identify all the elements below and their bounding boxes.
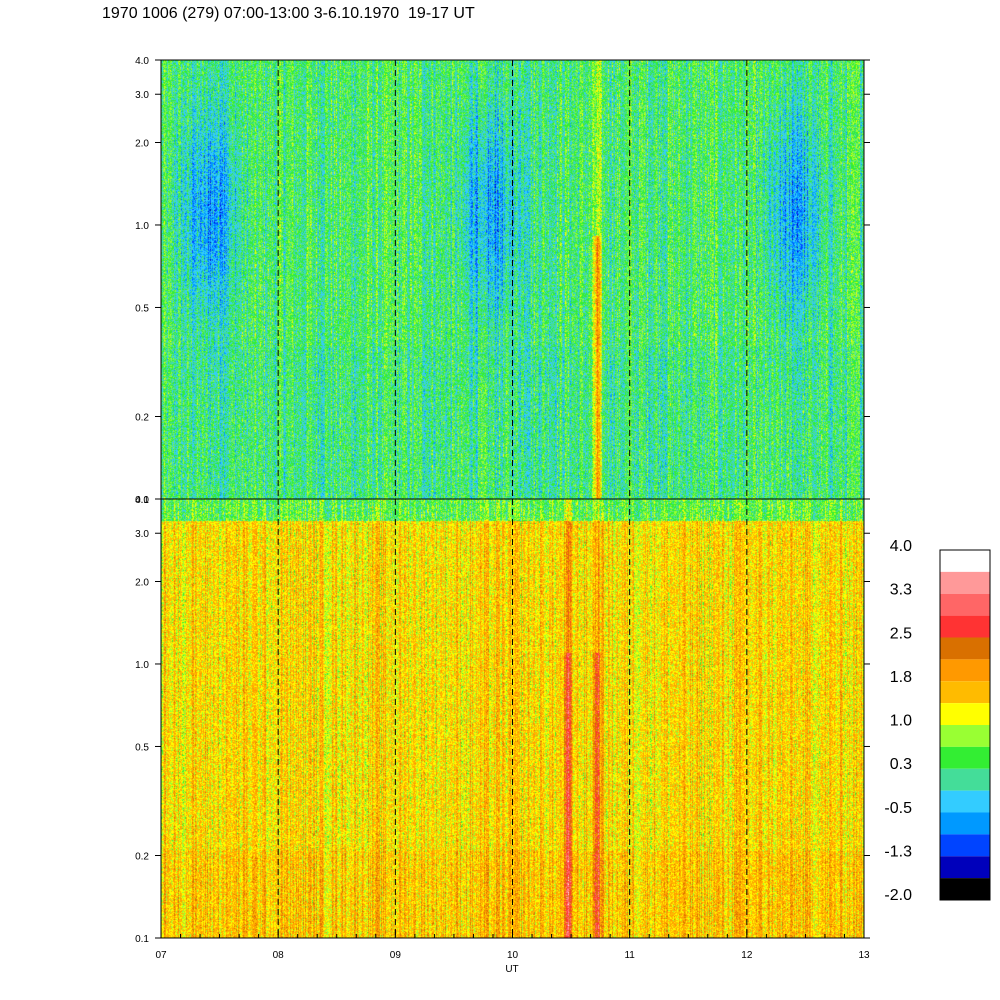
colorbar-swatch: [940, 790, 990, 813]
y-tick-label: 0.5: [135, 742, 149, 753]
y-tick-label: 0.5: [135, 303, 149, 314]
y-tick-label: 3.0: [135, 529, 149, 540]
x-tick-label: 12: [741, 950, 753, 961]
colorbar-swatch: [940, 615, 990, 638]
colorbar-swatch: [940, 812, 990, 835]
lower-hour-dividers: [277, 499, 748, 938]
y-tick-label: 0.2: [135, 852, 149, 863]
colorbar-swatch: [940, 550, 990, 572]
x-tick-label: 10: [507, 950, 519, 961]
upper-panel: 0.1 0.2 0.5 1.0 2.0 3.0 4.0: [135, 56, 870, 506]
x-tick-label: 07: [155, 950, 167, 961]
colorbar: 4.0 3.3 2.5 1.8 1.0 0.3 -0.5 -1.3 -2.0: [884, 538, 991, 904]
colorbar-label: -1.3: [884, 843, 912, 860]
colorbar-frame: [939, 549, 991, 901]
colorbar-swatch: [940, 768, 990, 791]
y-tick-label: 2.0: [135, 577, 149, 588]
colorbar-swatch: [940, 703, 990, 725]
x-axis: 07 08 09 10 11 12 13: [155, 930, 870, 961]
y-tick-label: 1.0: [135, 221, 149, 232]
lower-panel: 0.1 0.2 0.5 1.0 2.0 3.0 4.0: [135, 495, 870, 945]
y-tick-label: 0.1: [135, 495, 149, 506]
colorbar-swatch: [940, 746, 990, 769]
colorbar-label: 4.0: [890, 538, 912, 555]
colorbar-swatch: [940, 878, 990, 900]
x-tick-label: 13: [858, 950, 870, 961]
x-tick-label: 11: [624, 950, 635, 961]
colorbar-swatch: [940, 571, 990, 594]
upper-hour-dividers: [277, 60, 748, 499]
colorbar-label: 0.3: [890, 756, 912, 773]
upper-y-axis: 0.1 0.2 0.5 1.0 2.0 3.0 4.0: [135, 56, 870, 506]
colorbar-swatch: [940, 593, 990, 616]
colorbar-swatch: [940, 637, 990, 660]
x-tick-label: 08: [273, 950, 285, 961]
colorbar-label: 2.5: [890, 625, 912, 642]
y-tick-label: 4.0: [135, 56, 149, 67]
colorbar-label: -2.0: [884, 887, 912, 904]
chart-title: 1970 1006 (279) 07:00-13:00 3-6.10.1970 …: [102, 5, 475, 22]
x-axis-label: UT: [505, 964, 518, 975]
y-tick-label: 3.0: [135, 90, 149, 101]
y-tick-label: 0.2: [135, 413, 149, 424]
colorbar-label: 1.8: [890, 669, 912, 686]
y-tick-label: 1.0: [135, 660, 149, 671]
y-tick-label: 0.1: [135, 934, 149, 945]
lower-y-axis: 0.1 0.2 0.5 1.0 2.0 3.0 4.0: [135, 495, 870, 945]
colorbar-swatch: [940, 856, 990, 879]
colorbar-label: -0.5: [884, 800, 912, 817]
colorbar-label: 1.0: [890, 713, 912, 730]
y-tick-label: 2.0: [135, 138, 149, 149]
colorbar-swatch: [940, 659, 990, 682]
x-tick-label: 09: [390, 950, 402, 961]
y-tick-label: 4.0: [135, 495, 149, 506]
colorbar-swatch: [940, 681, 990, 704]
colorbar-swatch: [940, 725, 990, 747]
colorbar-swatch: [940, 834, 990, 857]
colorbar-label: 3.3: [890, 582, 912, 599]
